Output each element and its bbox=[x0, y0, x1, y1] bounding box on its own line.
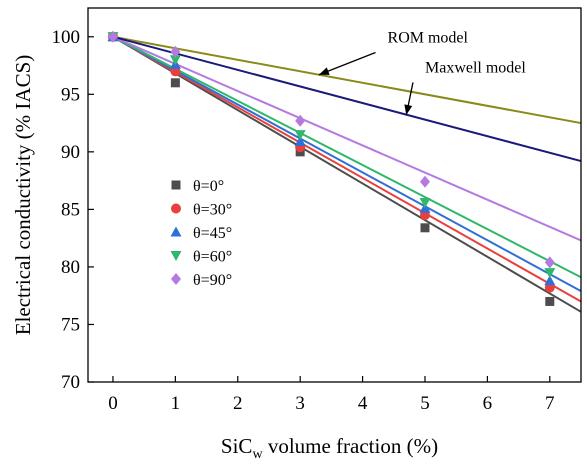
x-tick-label: 0 bbox=[108, 393, 118, 414]
x-axis-label: SiCw volume fraction (%) bbox=[221, 434, 438, 462]
x-tick-label: 6 bbox=[483, 393, 493, 414]
data-point bbox=[544, 275, 556, 286]
plot-frame bbox=[87, 7, 582, 383]
legend-marker bbox=[170, 226, 182, 237]
x-tick-label: 4 bbox=[358, 393, 368, 414]
fit-line bbox=[112, 35, 582, 279]
x-tick-label: 7 bbox=[545, 393, 555, 414]
data-point bbox=[294, 130, 306, 141]
data-point bbox=[545, 296, 555, 306]
axis-ticks: 0 1 2 3 4 5 6 7 70 75 80 85 90 95 100 bbox=[52, 27, 555, 414]
data-point bbox=[420, 223, 430, 233]
legend-label: θ=0° bbox=[193, 178, 224, 195]
x-axis-label-subscript: w bbox=[252, 447, 263, 462]
legend-marker bbox=[171, 203, 181, 214]
x-tick-label: 1 bbox=[171, 393, 181, 414]
y-tick-label: 80 bbox=[61, 257, 80, 278]
fit-line bbox=[112, 35, 582, 313]
y-axis-label: Electrical conductivity (% IACS) bbox=[11, 55, 35, 336]
legend-label: θ=90° bbox=[193, 272, 232, 289]
annotation-label: Maxwell model bbox=[425, 59, 526, 76]
data-point bbox=[544, 268, 556, 279]
y-tick-label: 95 bbox=[61, 84, 80, 105]
fit-line bbox=[112, 35, 582, 292]
legend-label: θ=45° bbox=[193, 225, 232, 242]
annotation-arrow bbox=[318, 51, 376, 76]
x-axis-label-rest: volume fraction (%) bbox=[263, 434, 439, 458]
y-tick-label: 70 bbox=[61, 372, 80, 393]
y-tick-label: 85 bbox=[61, 199, 80, 220]
fit-line bbox=[112, 35, 582, 303]
x-axis-label-main: SiC bbox=[221, 434, 253, 458]
annotations: ROM model Maxwell model bbox=[318, 30, 526, 116]
annotation-arrowhead bbox=[404, 104, 413, 116]
y-tick-label: 90 bbox=[61, 142, 80, 163]
legend-marker bbox=[171, 180, 181, 190]
data-point bbox=[294, 135, 306, 146]
data-point bbox=[107, 30, 118, 43]
data-markers bbox=[107, 30, 556, 306]
x-tick-label: 2 bbox=[233, 393, 243, 414]
data-point bbox=[170, 78, 180, 88]
legend-label: θ=60° bbox=[193, 249, 232, 266]
model-line bbox=[112, 35, 582, 125]
data-point bbox=[295, 114, 306, 127]
x-tick-label: 5 bbox=[420, 393, 430, 414]
model-lines bbox=[112, 35, 582, 163]
legend-marker bbox=[170, 251, 182, 261]
data-point bbox=[419, 197, 431, 208]
data-point bbox=[169, 55, 181, 66]
annotation-arrowhead bbox=[318, 67, 330, 75]
fit-line bbox=[112, 35, 582, 242]
legend: θ=0° θ=30° θ=45° θ=60° θ=90° bbox=[170, 178, 232, 289]
fit-lines bbox=[112, 35, 582, 313]
y-tick-label: 75 bbox=[61, 314, 80, 335]
data-point bbox=[544, 256, 555, 269]
annotation-label: ROM model bbox=[388, 30, 469, 47]
x-tick-label: 3 bbox=[295, 393, 305, 414]
legend-label: θ=30° bbox=[193, 202, 232, 219]
y-tick-label: 100 bbox=[52, 27, 81, 48]
data-point bbox=[419, 175, 430, 188]
model-line bbox=[112, 35, 582, 163]
legend-marker bbox=[171, 273, 181, 285]
data-point bbox=[170, 45, 181, 58]
